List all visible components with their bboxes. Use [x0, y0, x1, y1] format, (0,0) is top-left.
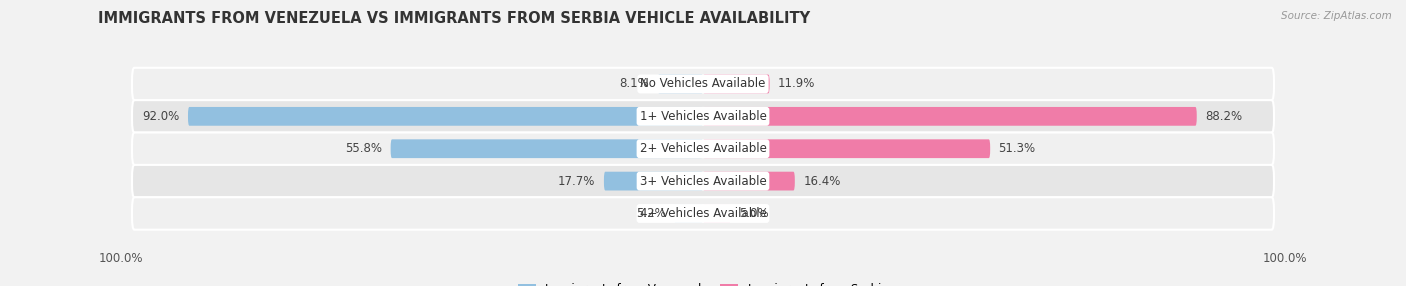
- FancyBboxPatch shape: [703, 139, 990, 158]
- Text: No Vehicles Available: No Vehicles Available: [640, 78, 766, 90]
- Text: 17.7%: 17.7%: [558, 174, 596, 188]
- Text: 5.0%: 5.0%: [740, 207, 769, 220]
- FancyBboxPatch shape: [673, 204, 703, 223]
- FancyBboxPatch shape: [703, 204, 731, 223]
- FancyBboxPatch shape: [703, 107, 1197, 126]
- Text: 1+ Vehicles Available: 1+ Vehicles Available: [640, 110, 766, 123]
- Text: 3+ Vehicles Available: 3+ Vehicles Available: [640, 174, 766, 188]
- Text: 88.2%: 88.2%: [1205, 110, 1243, 123]
- FancyBboxPatch shape: [658, 75, 703, 93]
- FancyBboxPatch shape: [391, 139, 703, 158]
- Text: 92.0%: 92.0%: [142, 110, 180, 123]
- Text: 5.2%: 5.2%: [636, 207, 665, 220]
- FancyBboxPatch shape: [188, 107, 703, 126]
- FancyBboxPatch shape: [132, 132, 1274, 165]
- Text: 2+ Vehicles Available: 2+ Vehicles Available: [640, 142, 766, 155]
- Text: IMMIGRANTS FROM VENEZUELA VS IMMIGRANTS FROM SERBIA VEHICLE AVAILABILITY: IMMIGRANTS FROM VENEZUELA VS IMMIGRANTS …: [98, 11, 810, 26]
- Text: 100.0%: 100.0%: [98, 252, 143, 265]
- FancyBboxPatch shape: [132, 197, 1274, 230]
- FancyBboxPatch shape: [703, 172, 794, 190]
- Text: Source: ZipAtlas.com: Source: ZipAtlas.com: [1281, 11, 1392, 21]
- FancyBboxPatch shape: [605, 172, 703, 190]
- Text: 4+ Vehicles Available: 4+ Vehicles Available: [640, 207, 766, 220]
- Text: 11.9%: 11.9%: [778, 78, 815, 90]
- FancyBboxPatch shape: [132, 68, 1274, 100]
- Text: 16.4%: 16.4%: [803, 174, 841, 188]
- FancyBboxPatch shape: [132, 165, 1274, 197]
- Text: 51.3%: 51.3%: [998, 142, 1036, 155]
- Text: 55.8%: 55.8%: [346, 142, 382, 155]
- FancyBboxPatch shape: [703, 75, 769, 93]
- Legend: Immigrants from Venezuela, Immigrants from Serbia: Immigrants from Venezuela, Immigrants fr…: [513, 278, 893, 286]
- FancyBboxPatch shape: [132, 100, 1274, 132]
- Text: 100.0%: 100.0%: [1263, 252, 1308, 265]
- Text: 8.1%: 8.1%: [620, 78, 650, 90]
